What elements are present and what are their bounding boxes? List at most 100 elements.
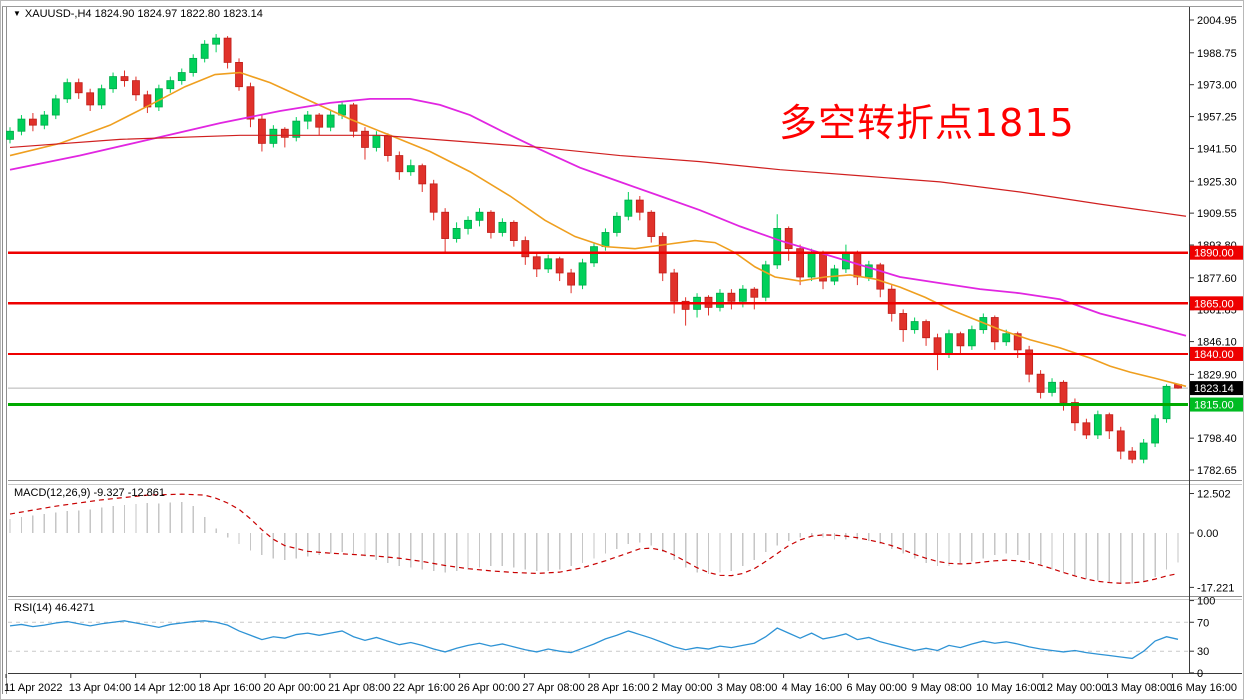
candle: [40, 114, 49, 126]
time-label: 20 Apr 00:00: [263, 682, 325, 694]
candle: [17, 118, 26, 132]
time-label: 28 Apr 16:00: [587, 682, 649, 694]
candle: [154, 88, 163, 108]
symbol-dropdown-icon[interactable]: ▼: [13, 9, 21, 18]
candle: [258, 118, 266, 144]
candle: [613, 215, 621, 233]
candle: [120, 76, 129, 82]
price-tick-label: 1973.00: [1197, 80, 1237, 92]
candle: [315, 114, 324, 128]
price-badge-label: 1840.00: [1194, 349, 1234, 361]
candle: [292, 120, 301, 138]
candle: [395, 155, 404, 173]
macd-tick-label: 12.502: [1197, 489, 1231, 501]
price-badge-label: 1890.00: [1194, 248, 1234, 260]
rsi-value: 46.4271: [54, 602, 95, 614]
price-badge-label: 1865.00: [1194, 298, 1234, 310]
time-label: 21 Apr 08:00: [328, 682, 390, 694]
rsi-tick-label: 70: [1197, 617, 1209, 629]
rsi-indicator-label: RSI(14) 46.4271: [14, 602, 95, 614]
candle: [681, 300, 690, 310]
candle: [601, 232, 610, 248]
time-label: 26 Apr 00:00: [458, 682, 520, 694]
candle: [326, 114, 335, 128]
rsi-tick-label: 100: [1197, 596, 1215, 608]
chart-title-text: XAUUSD-,H4 1824.90 1824.97 1822.80 1823.…: [24, 8, 263, 20]
ma-fast-orange: [9, 71, 1187, 388]
time-label: 22 Apr 16:00: [393, 682, 455, 694]
candle: [441, 211, 450, 239]
time-label: 13 Apr 04:00: [69, 682, 131, 694]
candle: [647, 211, 656, 237]
macd-name: MACD(12,26,9): [14, 487, 91, 499]
time-label: 18 Apr 16:00: [198, 682, 260, 694]
candle: [132, 80, 140, 96]
price-tick-label: 1988.75: [1197, 48, 1237, 60]
candle: [933, 337, 942, 355]
time-label: 12 May 00:00: [1041, 682, 1108, 694]
candle: [509, 221, 518, 241]
candle: [464, 219, 472, 229]
candle: [670, 272, 679, 302]
time-label: 13 May 08:00: [1106, 682, 1173, 694]
candle: [349, 104, 358, 132]
macd-tick-label: -17.221: [1197, 582, 1234, 594]
candle: [945, 333, 953, 355]
candle: [246, 86, 255, 120]
candle: [990, 317, 999, 343]
candle: [658, 236, 667, 274]
candle: [956, 333, 965, 347]
candle: [1105, 414, 1114, 432]
candle: [269, 128, 278, 144]
candle: [1071, 402, 1079, 424]
annotation-text: 多空转折点1815: [779, 101, 1075, 145]
candle: [773, 228, 782, 266]
price-tick-label: 1877.60: [1197, 273, 1237, 285]
ma-mid-magenta: [9, 97, 1187, 337]
current-price-badge-label: 1823.14: [1194, 383, 1234, 395]
candle: [51, 98, 60, 116]
price-tick-label: 1909.55: [1197, 208, 1237, 220]
candle: [372, 134, 381, 148]
price-badge: [1190, 346, 1243, 361]
time-label: 9 May 08:00: [911, 682, 972, 694]
candle: [578, 262, 587, 286]
candle: [555, 258, 564, 274]
candle: [624, 199, 633, 217]
candle: [1013, 333, 1022, 351]
price-badge: [1190, 296, 1243, 311]
candle: [6, 130, 14, 140]
candle: [887, 288, 896, 314]
macd-indicator-label: MACD(12,26,9) -9.327 -12.861: [14, 487, 165, 499]
candle: [1093, 414, 1102, 436]
candle: [716, 292, 724, 308]
candle: [521, 240, 530, 258]
candle: [544, 258, 553, 270]
price-badge-label: 1815.00: [1194, 400, 1234, 412]
time-label: 2 May 00:00: [652, 682, 713, 694]
candle: [590, 246, 598, 264]
candle: [1082, 422, 1091, 436]
candle: [498, 221, 507, 233]
candle: [738, 288, 747, 302]
candle: [635, 199, 644, 213]
candle: [452, 228, 461, 239]
candle: [86, 92, 95, 106]
candle: [406, 165, 415, 173]
candle: [1128, 450, 1137, 460]
candle: [1025, 349, 1034, 375]
price-tick-label: 1798.40: [1197, 433, 1237, 445]
price-badge: [1190, 397, 1243, 412]
candle: [910, 321, 919, 331]
rsi-tick-label: 30: [1197, 646, 1209, 658]
candle: [1139, 442, 1148, 460]
rsi-name: RSI(14): [14, 602, 52, 614]
candle: [1048, 381, 1056, 393]
candle: [1151, 418, 1159, 444]
candle: [235, 62, 243, 88]
candle: [418, 165, 427, 185]
candle: [750, 288, 759, 298]
time-label: 10 May 16:00: [976, 682, 1043, 694]
